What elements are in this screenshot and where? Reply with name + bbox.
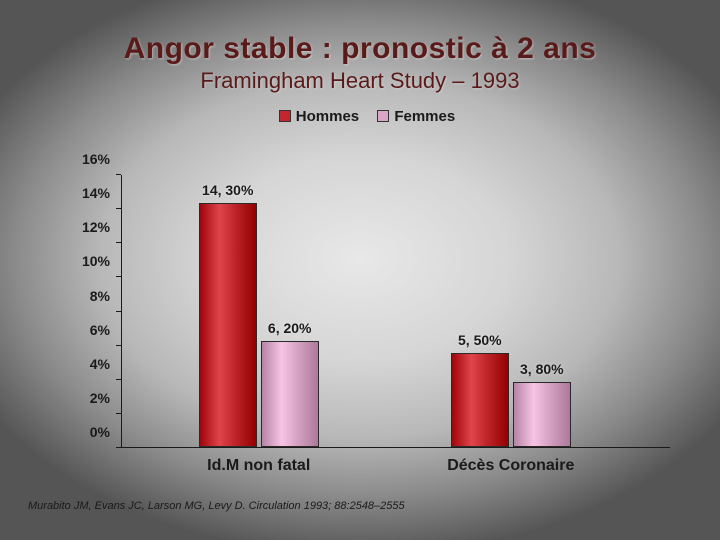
bar-value-label: 3, 80%	[520, 361, 564, 377]
slide-subtitle: Framingham Heart Study – 1993	[0, 68, 720, 94]
y-tick-label: 12%	[82, 219, 110, 235]
bar: 3, 80%	[513, 382, 571, 447]
bar-value-label: 14, 30%	[202, 182, 253, 198]
bar: 6, 20%	[261, 341, 319, 447]
bar: 5, 50%	[451, 353, 509, 447]
y-tick-label: 8%	[90, 288, 110, 304]
citation: Murabito JM, Evans JC, Larson MG, Levy D…	[28, 500, 405, 512]
y-tick-label: 14%	[82, 185, 110, 201]
chart-legend: Hommes Femmes	[0, 108, 720, 125]
y-tick-label: 0%	[90, 424, 110, 440]
chart: 0%2%4%6%8%10%12%14%16% 14, 30%6, 20%Id.M…	[68, 175, 670, 448]
bar-group: 5, 50%3, 80%Décès Coronaire	[451, 353, 571, 447]
bar-group: 14, 30%6, 20%Id.M non fatal	[199, 203, 319, 447]
x-category-label: Id.M non fatal	[159, 457, 359, 475]
y-tick-label: 6%	[90, 322, 110, 338]
bar: 14, 30%	[199, 203, 257, 447]
x-category-label: Décès Coronaire	[411, 457, 611, 475]
legend-swatch-hommes	[279, 110, 291, 122]
y-tick-label: 4%	[90, 356, 110, 372]
bar-value-label: 5, 50%	[458, 332, 502, 348]
plot-area: 14, 30%6, 20%Id.M non fatal 5, 50%3, 80%D…	[121, 175, 670, 448]
bar-value-label: 6, 20%	[268, 320, 312, 336]
y-axis: 0%2%4%6%8%10%12%14%16%	[68, 175, 116, 448]
legend-label-hommes: Hommes	[296, 108, 359, 125]
slide: { "title": "Angor stable : pronostic à 2…	[0, 0, 720, 540]
y-tick-label: 2%	[90, 390, 110, 406]
slide-title: Angor stable : pronostic à 2 ans	[0, 0, 720, 66]
y-tick-label: 10%	[82, 253, 110, 269]
y-tick-label: 16%	[82, 151, 110, 167]
legend-label-femmes: Femmes	[394, 108, 455, 125]
legend-swatch-femmes	[377, 110, 389, 122]
